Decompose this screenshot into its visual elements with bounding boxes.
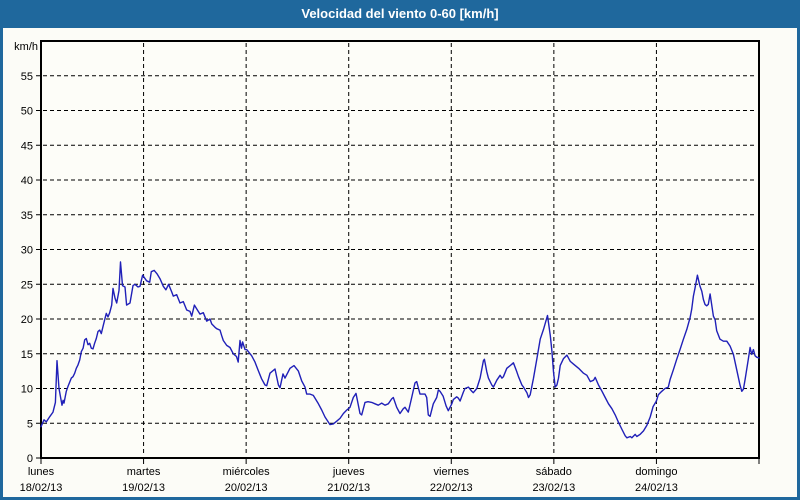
chart-title: Velocidad del viento 0-60 [km/h] — [301, 6, 499, 21]
x-date-label: 21/02/13 — [327, 482, 370, 494]
title-bar: Velocidad del viento 0-60 [km/h] — [0, 0, 800, 28]
x-day-label: domingo — [635, 466, 677, 478]
y-tick-label: 55 — [21, 71, 33, 83]
y-tick-label: 15 — [21, 349, 33, 361]
y-tick-label: 5 — [27, 418, 33, 430]
x-day-label: viernes — [434, 466, 470, 478]
y-tick-label: 10 — [21, 384, 33, 396]
x-date-label: 18/02/13 — [20, 482, 63, 494]
y-tick-label: 50 — [21, 106, 33, 118]
x-date-label: 20/02/13 — [225, 482, 268, 494]
wind-speed-series-line — [40, 261, 760, 439]
x-day-label: lunes — [28, 466, 55, 478]
x-date-label: 24/02/13 — [635, 482, 678, 494]
plot-border — [40, 40, 760, 459]
x-date-label: 23/02/13 — [532, 482, 575, 494]
y-tick-label: 25 — [21, 279, 33, 291]
x-day-label: jueves — [332, 466, 365, 478]
y-tick-label: 40 — [21, 175, 33, 187]
y-tick-label: 20 — [21, 314, 33, 326]
y-tick-label: 0 — [27, 453, 33, 465]
x-day-label: sábado — [536, 466, 572, 478]
y-tick-label: 30 — [21, 245, 33, 257]
x-date-label: 22/02/13 — [430, 482, 473, 494]
x-date-label: 19/02/13 — [122, 482, 165, 494]
y-tick-label: 45 — [21, 140, 33, 152]
x-day-label: miércoles — [223, 466, 271, 478]
y-axis-unit-label: km/h — [14, 41, 38, 53]
x-day-label: martes — [127, 466, 161, 478]
y-tick-label: 35 — [21, 210, 33, 222]
